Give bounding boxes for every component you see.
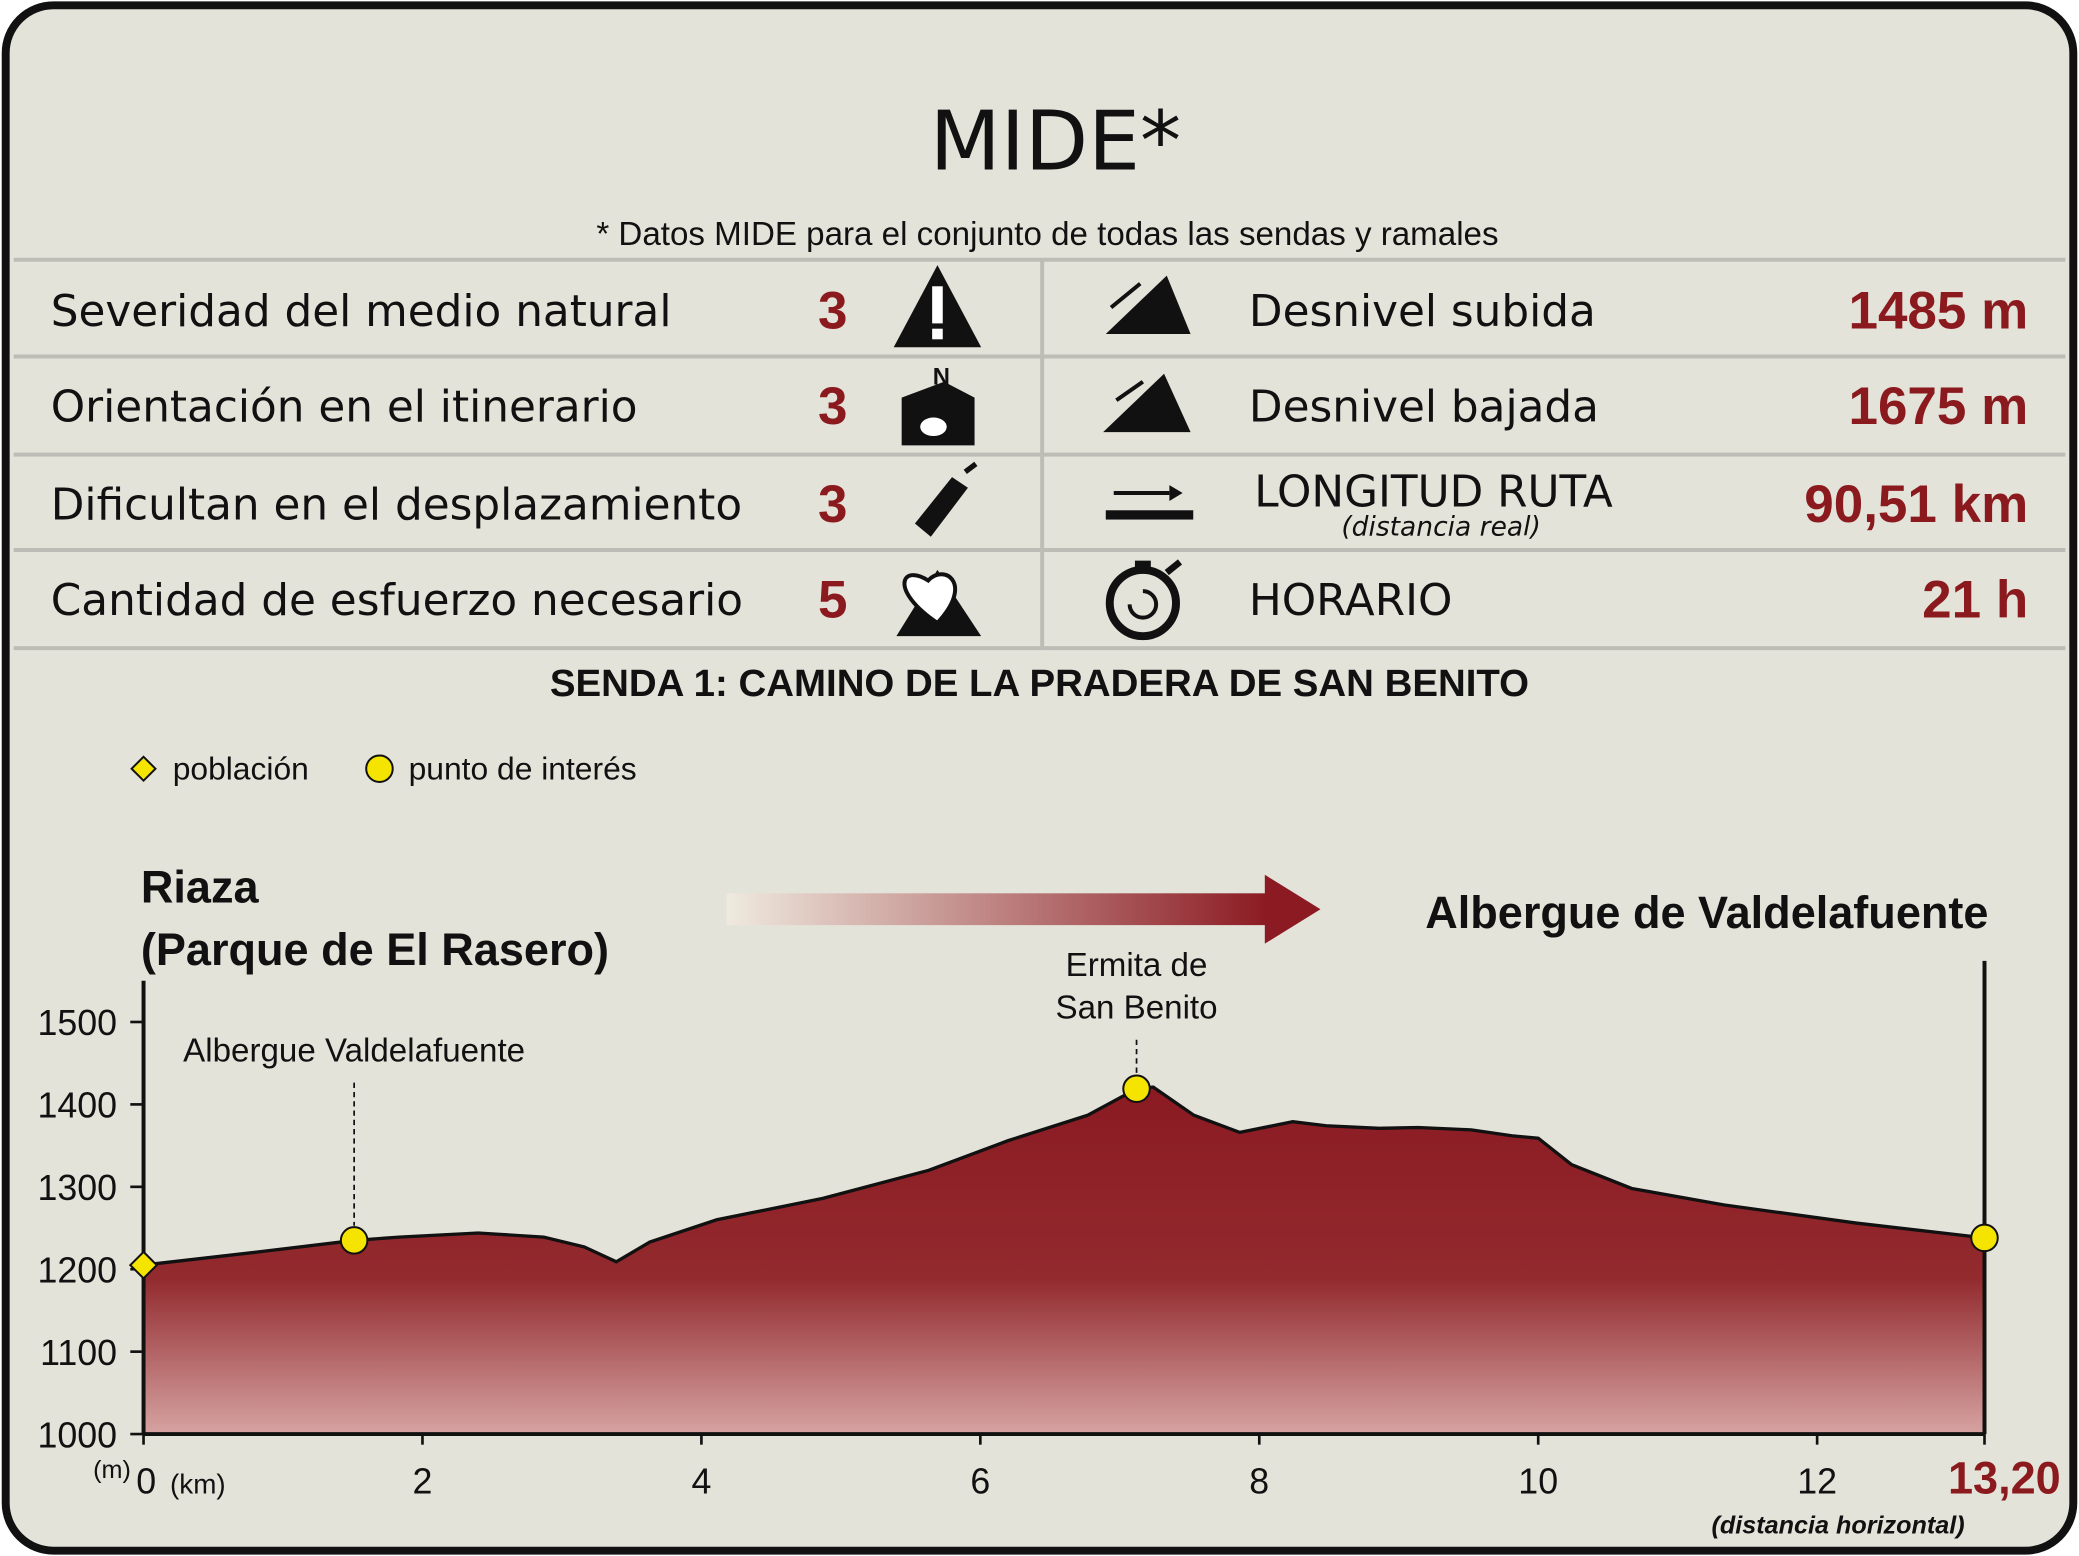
table-lines xyxy=(13,257,2066,651)
route-value: 21 h xyxy=(1922,571,2028,630)
criterion-value: 3 xyxy=(818,377,847,436)
end-label: Albergue de Valdelafuente xyxy=(1425,887,1988,938)
criterion-label: Severidad del medio natural xyxy=(51,286,672,337)
criterion-value: 3 xyxy=(818,282,847,341)
icons: N xyxy=(893,265,1194,641)
poblacion-marker xyxy=(128,1250,159,1280)
route-sublabel: (distancia real) xyxy=(1341,511,1540,542)
direction-arrow xyxy=(726,893,1271,926)
icon-length xyxy=(1105,510,1194,520)
route-value: 1675 m xyxy=(1848,377,2028,436)
mide-title: MIDE* xyxy=(930,95,1181,190)
icon-orientation xyxy=(901,381,975,446)
interest-marker xyxy=(339,1226,369,1255)
start-label: (Parque de El Rasero) xyxy=(141,924,609,975)
criterion-value: 5 xyxy=(818,571,847,630)
icon-foot xyxy=(914,477,968,537)
criterion-label: Orientación en el itinerario xyxy=(51,381,638,432)
legend-swatch xyxy=(130,755,157,783)
x-tick-label: 8 xyxy=(1249,1462,1269,1502)
x-tick-label: 6 xyxy=(970,1462,990,1502)
route-label: LONGITUD RUTA xyxy=(1254,466,1613,517)
x-tick-label: 10 xyxy=(1518,1462,1558,1502)
criterion-label: Cantidad de esfuerzo necesario xyxy=(51,575,743,626)
y-tick-label: 1400 xyxy=(37,1086,117,1126)
route-label: HORARIO xyxy=(1249,575,1452,626)
mide-note: * Datos MIDE para el conjunto de todas l… xyxy=(596,216,1498,253)
x-unit: (km) xyxy=(170,1469,226,1500)
criterion-label: Dificultan en el desplazamiento xyxy=(51,480,742,531)
svg-text:N: N xyxy=(933,363,950,390)
chart-title: SENDA 1: CAMINO DE LA PRADERA DE SAN BEN… xyxy=(550,662,1529,705)
legend-label: población xyxy=(173,750,309,786)
y-tick-label: 1100 xyxy=(40,1333,117,1373)
y-tick-label: 1500 xyxy=(37,1003,117,1043)
route-label: Desnivel subida xyxy=(1249,286,1596,337)
y-unit: (m) xyxy=(93,1456,131,1484)
icon-clock xyxy=(1105,565,1180,641)
legend-swatch xyxy=(365,754,394,783)
mide-table: Severidad del medio natural 3 Orientación … xyxy=(51,282,2028,630)
legend-label: punto de interés xyxy=(409,750,637,786)
interest-marker xyxy=(1122,1074,1151,1103)
x-tick-label: 0 xyxy=(136,1462,156,1502)
route-value: 1485 m xyxy=(1848,282,2028,341)
start-label: Riaza xyxy=(141,862,260,913)
y-tick-label: 1000 xyxy=(37,1415,117,1455)
point-label: Ermita de xyxy=(1066,947,1208,984)
x-tick-label: 12 xyxy=(1797,1462,1837,1502)
route-label: Desnivel bajada xyxy=(1249,381,1599,432)
criterion-value: 3 xyxy=(818,475,847,534)
interest-marker xyxy=(1970,1223,1999,1253)
icon-up xyxy=(1105,275,1191,334)
direction-arrow-head xyxy=(1264,874,1321,944)
point-label: Albergue Valdelafuente xyxy=(183,1032,525,1069)
x-tick-label: 13,20 xyxy=(1948,1453,2061,1504)
x-tick-label: 2 xyxy=(413,1462,433,1502)
route-value: 90,51 km xyxy=(1804,475,2028,534)
y-tick-label: 1200 xyxy=(37,1250,117,1290)
x-tick-label: 4 xyxy=(691,1462,711,1502)
point-label: San Benito xyxy=(1056,990,1218,1027)
elevation-chart: SENDA 1: CAMINO DE LA PRADERA DE SAN BEN… xyxy=(37,662,2060,1540)
y-tick-label: 1300 xyxy=(37,1168,117,1208)
elevation-area xyxy=(143,1087,1985,1435)
x-note: (distancia horizontal) xyxy=(1711,1511,1964,1539)
icon-down xyxy=(1103,373,1191,433)
